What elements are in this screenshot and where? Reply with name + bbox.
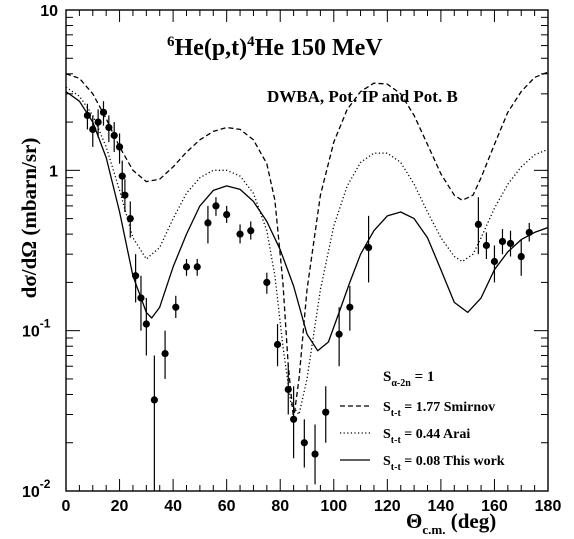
y-tick-base: 1 [49, 163, 58, 180]
data-point [236, 230, 244, 238]
legend-header-symbol: S [383, 369, 391, 385]
y-tick-exponent: -2 [40, 477, 51, 491]
x-tick-label: 20 [111, 498, 129, 515]
data-point [204, 219, 212, 227]
legend-label-1: St-t = 1.77 Smirnov [383, 400, 495, 419]
data-point [247, 227, 255, 235]
legend-symbol: S [383, 400, 391, 415]
x-axis-label: Θc.m. (deg) [406, 509, 496, 537]
legend-header: Sα-2n = 1 [383, 369, 434, 389]
data-point [161, 349, 169, 358]
data-point [132, 272, 140, 280]
x-axis-theta: Θ [406, 509, 422, 533]
data-point [525, 228, 533, 237]
data-point [300, 439, 308, 447]
data-point [121, 191, 129, 199]
chart-subtitle: DWBA, Pot. IP and Pot. B [267, 87, 458, 106]
data-point [517, 252, 525, 261]
title-energy: He 150 MeV [255, 35, 384, 61]
legend-label-3: St-t = 0.08 This work [383, 454, 505, 473]
data-point [83, 111, 92, 120]
y-tick-label: 10 [40, 3, 58, 20]
data-point [284, 385, 292, 394]
data-point [506, 239, 515, 248]
x-tick-label: 160 [481, 498, 508, 515]
data-point [498, 237, 507, 246]
data-point [263, 278, 271, 287]
data-point [212, 202, 220, 210]
data-point [126, 214, 134, 223]
data-point [99, 108, 108, 116]
y-tick-label: 1 [49, 163, 58, 180]
chart-title: 6He(p,t)4He 150 MeV [167, 34, 383, 61]
legend-subscript: t-t [391, 435, 402, 446]
x-tick-label: 40 [164, 498, 182, 515]
data-point [150, 396, 158, 404]
y-tick-base: 10 [22, 324, 40, 341]
legend-text: = 0.44 Arai [401, 427, 471, 442]
series-line-3 [66, 91, 548, 352]
data-point [490, 257, 499, 266]
legend-subscript: t-t [391, 462, 402, 473]
x-tick-label: 140 [428, 498, 455, 515]
series-line-2 [66, 86, 548, 416]
x-tick-label: 80 [271, 498, 289, 515]
y-tick-base: 10 [22, 484, 40, 501]
x-axis-unit: (deg) [445, 509, 496, 533]
y-tick-label: 10-1 [22, 317, 51, 341]
data-point [364, 243, 373, 252]
data-point [105, 123, 113, 132]
curves-group [66, 71, 548, 420]
data-point [335, 330, 343, 338]
x-tick-label: 60 [218, 498, 236, 515]
title-reaction: He(p,t) [175, 35, 248, 61]
series-line-1 [66, 71, 548, 420]
x-tick-label: 180 [535, 498, 562, 515]
x-tick-label: 0 [62, 498, 71, 515]
y-tick-exponent: -1 [40, 317, 51, 331]
data-point [273, 340, 282, 349]
data-point [322, 408, 330, 416]
data-point [474, 220, 482, 229]
data-point [118, 172, 126, 180]
data-point [172, 303, 180, 311]
legend-header-subscript: α-2n [391, 378, 411, 389]
legend-text: = 0.08 This work [401, 454, 505, 469]
title-mass-number-4: 4 [247, 34, 255, 50]
legend-label-2: St-t = 0.44 Arai [383, 427, 470, 446]
y-tick-base: 10 [40, 3, 58, 20]
legend-subscript: t-t [391, 408, 402, 419]
data-point [482, 241, 491, 250]
legend-text: = 1.77 Smirnov [401, 400, 495, 415]
data-point [137, 294, 145, 302]
legend-symbol: S [383, 454, 391, 469]
x-axis-subscript: c.m. [422, 522, 445, 537]
data-point [115, 143, 124, 151]
data-point [346, 303, 354, 311]
x-tick-label: 100 [320, 498, 347, 515]
title-mass-number-6: 6 [167, 34, 175, 50]
legend-symbol: S [383, 427, 391, 442]
data-point [193, 263, 201, 271]
data-point [94, 118, 102, 126]
data-points-group [83, 101, 533, 491]
legend-header-value: = 1 [411, 369, 435, 385]
data-point [223, 210, 231, 219]
data-point [290, 415, 298, 423]
y-tick-label: 10-2 [22, 477, 51, 501]
data-point [142, 320, 150, 328]
plot-frame [65, 9, 549, 492]
data-point [110, 131, 118, 140]
x-tick-label: 120 [374, 498, 401, 515]
data-point [311, 450, 319, 458]
y-axis-label: dσ/dΩ (mbarn/sr) [17, 138, 41, 299]
data-point [182, 263, 191, 271]
data-point [89, 125, 97, 134]
